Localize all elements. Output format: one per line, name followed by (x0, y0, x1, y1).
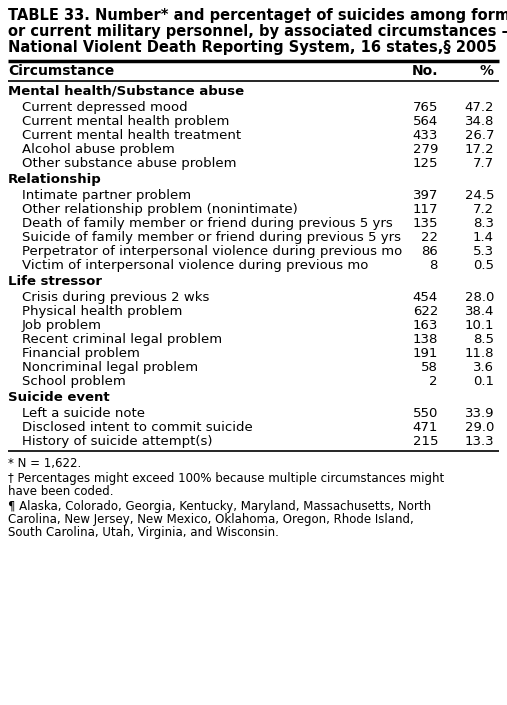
Text: 433: 433 (413, 129, 438, 142)
Text: Alcohol abuse problem: Alcohol abuse problem (22, 143, 175, 156)
Text: 29.0: 29.0 (464, 421, 494, 434)
Text: Victim of interpersonal violence during previous mo: Victim of interpersonal violence during … (22, 259, 369, 272)
Text: 34.8: 34.8 (464, 115, 494, 128)
Text: History of suicide attempt(s): History of suicide attempt(s) (22, 435, 212, 448)
Text: South Carolina, Utah, Virginia, and Wisconsin.: South Carolina, Utah, Virginia, and Wisc… (8, 526, 279, 539)
Text: Circumstance: Circumstance (8, 64, 114, 78)
Text: Other relationship problem (nonintimate): Other relationship problem (nonintimate) (22, 203, 298, 216)
Text: National Violent Death Reporting System, 16 states,§ 2005: National Violent Death Reporting System,… (8, 40, 497, 55)
Text: 471: 471 (413, 421, 438, 434)
Text: Death of family member or friend during previous 5 yrs: Death of family member or friend during … (22, 217, 393, 230)
Text: Current depressed mood: Current depressed mood (22, 101, 188, 114)
Text: 564: 564 (413, 115, 438, 128)
Text: 8.3: 8.3 (473, 217, 494, 230)
Text: 22: 22 (421, 231, 438, 244)
Text: Current mental health treatment: Current mental health treatment (22, 129, 241, 142)
Text: 1.4: 1.4 (473, 231, 494, 244)
Text: Recent criminal legal problem: Recent criminal legal problem (22, 333, 222, 346)
Text: Intimate partner problem: Intimate partner problem (22, 189, 191, 202)
Text: 33.9: 33.9 (464, 407, 494, 420)
Text: TABLE 33. Number* and percentage† of suicides among former: TABLE 33. Number* and percentage† of sui… (8, 8, 507, 23)
Text: * N = 1,622.: * N = 1,622. (8, 457, 81, 470)
Text: Perpetrator of interpersonal violence during previous mo: Perpetrator of interpersonal violence du… (22, 245, 402, 258)
Text: Life stressor: Life stressor (8, 275, 102, 288)
Text: 86: 86 (421, 245, 438, 258)
Text: 5.3: 5.3 (473, 245, 494, 258)
Text: 397: 397 (413, 189, 438, 202)
Text: 454: 454 (413, 291, 438, 304)
Text: Financial problem: Financial problem (22, 347, 140, 360)
Text: 138: 138 (413, 333, 438, 346)
Text: Mental health/Substance abuse: Mental health/Substance abuse (8, 85, 244, 98)
Text: 550: 550 (413, 407, 438, 420)
Text: Physical health problem: Physical health problem (22, 305, 183, 318)
Text: 26.7: 26.7 (464, 129, 494, 142)
Text: Current mental health problem: Current mental health problem (22, 115, 229, 128)
Text: 0.5: 0.5 (473, 259, 494, 272)
Text: Other substance abuse problem: Other substance abuse problem (22, 157, 236, 170)
Text: 17.2: 17.2 (464, 143, 494, 156)
Text: 117: 117 (413, 203, 438, 216)
Text: 765: 765 (413, 101, 438, 114)
Text: 11.8: 11.8 (464, 347, 494, 360)
Text: or current military personnel, by associated circumstances —: or current military personnel, by associ… (8, 24, 507, 39)
Text: 0.1: 0.1 (473, 375, 494, 388)
Text: School problem: School problem (22, 375, 126, 388)
Text: 38.4: 38.4 (464, 305, 494, 318)
Text: ¶ Alaska, Colorado, Georgia, Kentucky, Maryland, Massachusetts, North: ¶ Alaska, Colorado, Georgia, Kentucky, M… (8, 500, 431, 513)
Text: 7.2: 7.2 (473, 203, 494, 216)
Text: 2: 2 (429, 375, 438, 388)
Text: 47.2: 47.2 (464, 101, 494, 114)
Text: 24.5: 24.5 (464, 189, 494, 202)
Text: 215: 215 (413, 435, 438, 448)
Text: 279: 279 (413, 143, 438, 156)
Text: 622: 622 (413, 305, 438, 318)
Text: 28.0: 28.0 (464, 291, 494, 304)
Text: No.: No. (412, 64, 438, 78)
Text: Carolina, New Jersey, New Mexico, Oklahoma, Oregon, Rhode Island,: Carolina, New Jersey, New Mexico, Oklaho… (8, 513, 414, 526)
Text: Crisis during previous 2 wks: Crisis during previous 2 wks (22, 291, 209, 304)
Text: 7.7: 7.7 (473, 157, 494, 170)
Text: Suicide event: Suicide event (8, 391, 110, 404)
Text: Relationship: Relationship (8, 173, 102, 186)
Text: Disclosed intent to commit suicide: Disclosed intent to commit suicide (22, 421, 253, 434)
Text: 8: 8 (429, 259, 438, 272)
Text: 8.5: 8.5 (473, 333, 494, 346)
Text: Suicide of family member or friend during previous 5 yrs: Suicide of family member or friend durin… (22, 231, 401, 244)
Text: Left a suicide note: Left a suicide note (22, 407, 145, 420)
Text: %: % (480, 64, 494, 78)
Text: 13.3: 13.3 (464, 435, 494, 448)
Text: 10.1: 10.1 (464, 319, 494, 332)
Text: have been coded.: have been coded. (8, 485, 114, 498)
Text: 58: 58 (421, 361, 438, 374)
Text: Noncriminal legal problem: Noncriminal legal problem (22, 361, 198, 374)
Text: 191: 191 (413, 347, 438, 360)
Text: 125: 125 (413, 157, 438, 170)
Text: 135: 135 (413, 217, 438, 230)
Text: Job problem: Job problem (22, 319, 102, 332)
Text: 3.6: 3.6 (473, 361, 494, 374)
Text: 163: 163 (413, 319, 438, 332)
Text: † Percentages might exceed 100% because multiple circumstances might: † Percentages might exceed 100% because … (8, 472, 444, 485)
